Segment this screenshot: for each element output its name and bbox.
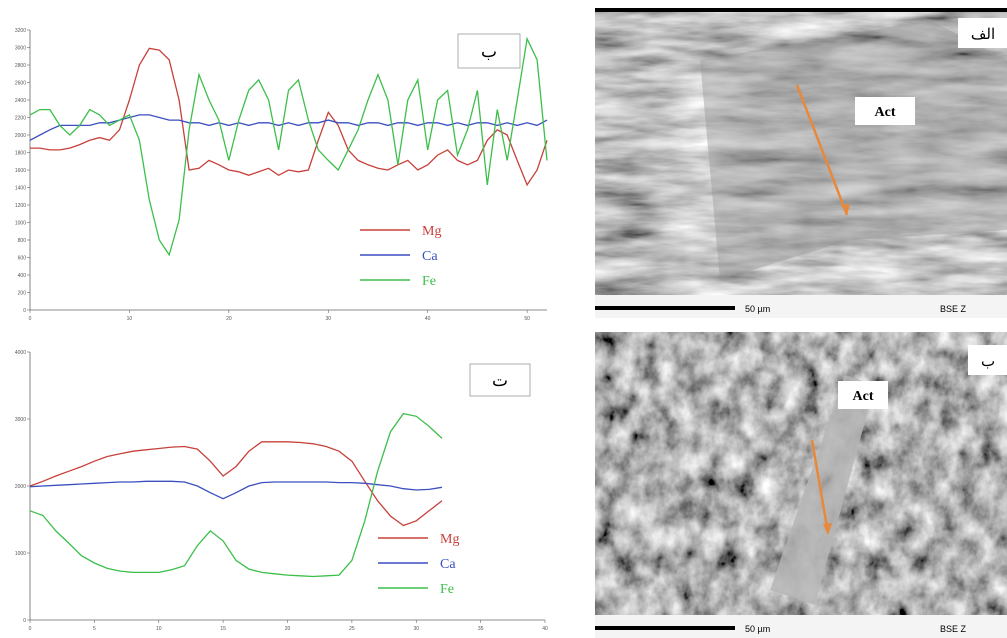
x-tick-label: 30: [413, 626, 419, 632]
y-tick-label: 400: [18, 273, 27, 279]
line-chart: 0 1000 2000 3000 4000 0 5 10 15 20 25 30 35 40 Mg Ca Fe ت: [15, 350, 548, 632]
y-tick-label: 2400: [15, 98, 26, 104]
y-tick-label: 1600: [15, 168, 26, 174]
sem-image: Act ب 50 µm BSE Z: [595, 332, 1007, 638]
y-tick-label: 200: [18, 291, 27, 297]
x-tick-label: 20: [226, 316, 232, 322]
scale-text: 50 µm: [745, 624, 770, 634]
series-line: [30, 414, 442, 577]
image-border: [595, 8, 1007, 12]
y-tick-label: 1400: [15, 186, 26, 192]
y-tick-label: 0: [23, 618, 26, 624]
scale-bar: [595, 306, 735, 310]
x-tick-label: 10: [156, 626, 162, 632]
line-chart: 0200400600800100012001400160018002000220…: [15, 28, 547, 322]
y-tick-label: 3200: [15, 28, 26, 34]
legend-label: Ca: [440, 557, 456, 572]
panel-label: ب: [981, 354, 995, 370]
y-tick-label: 2200: [15, 116, 26, 122]
y-tick-label: 3000: [15, 417, 26, 423]
scale-bar: [595, 626, 735, 630]
annotation: ب: [481, 42, 497, 61]
figure: Act الف 50 µm BSE Z Act ب 50 µm BSE Z 0 2…: [0, 0, 1007, 638]
x-tick-label: 5: [93, 626, 96, 632]
y-tick-label: 600: [18, 256, 27, 262]
series-line: [30, 48, 547, 185]
y-tick-label: 3000: [15, 46, 26, 52]
y-tick-label: 1000: [15, 221, 26, 227]
x-tick-label: 50: [524, 316, 530, 322]
y-tick-label: 2800: [15, 63, 26, 69]
legend-label: Ca: [422, 249, 438, 264]
series-line: [30, 39, 547, 255]
legend-label: Mg: [440, 532, 459, 547]
phase-label: Act: [875, 105, 896, 120]
y-tick-label: 1000: [15, 551, 26, 557]
x-tick-label: 0: [29, 316, 32, 322]
x-tick-label: 20: [285, 626, 291, 632]
detector-text: BSE Z: [940, 624, 967, 634]
annotation: ت: [492, 371, 508, 390]
x-tick-label: 35: [478, 626, 484, 632]
sem-image: Act الف 50 µm BSE Z: [595, 8, 1007, 318]
y-tick-label: 2600: [15, 81, 26, 87]
y-tick-label: 4000: [15, 350, 26, 356]
series-line: [30, 481, 442, 498]
phase-label: Act: [853, 389, 874, 404]
x-tick-label: 40: [425, 316, 431, 322]
x-tick-label: 30: [325, 316, 331, 322]
y-tick-label: 2000: [15, 484, 26, 490]
y-tick-label: 2000: [15, 133, 26, 139]
legend-label: Fe: [440, 582, 454, 597]
x-tick-label: 40: [542, 626, 548, 632]
y-tick-label: 0: [23, 308, 26, 314]
x-tick-label: 25: [349, 626, 355, 632]
x-tick-label: 0: [29, 626, 32, 632]
legend-label: Mg: [422, 224, 441, 239]
legend-label: Fe: [422, 274, 436, 289]
x-tick-label: 10: [127, 316, 133, 322]
y-tick-label: 1800: [15, 151, 26, 157]
x-tick-label: 15: [220, 626, 226, 632]
y-tick-label: 800: [18, 238, 27, 244]
y-tick-label: 1200: [15, 203, 26, 209]
scale-text: 50 µm: [745, 304, 770, 314]
panel-label: الف: [971, 27, 995, 43]
detector-text: BSE Z: [940, 304, 967, 314]
series-line: [30, 115, 547, 140]
